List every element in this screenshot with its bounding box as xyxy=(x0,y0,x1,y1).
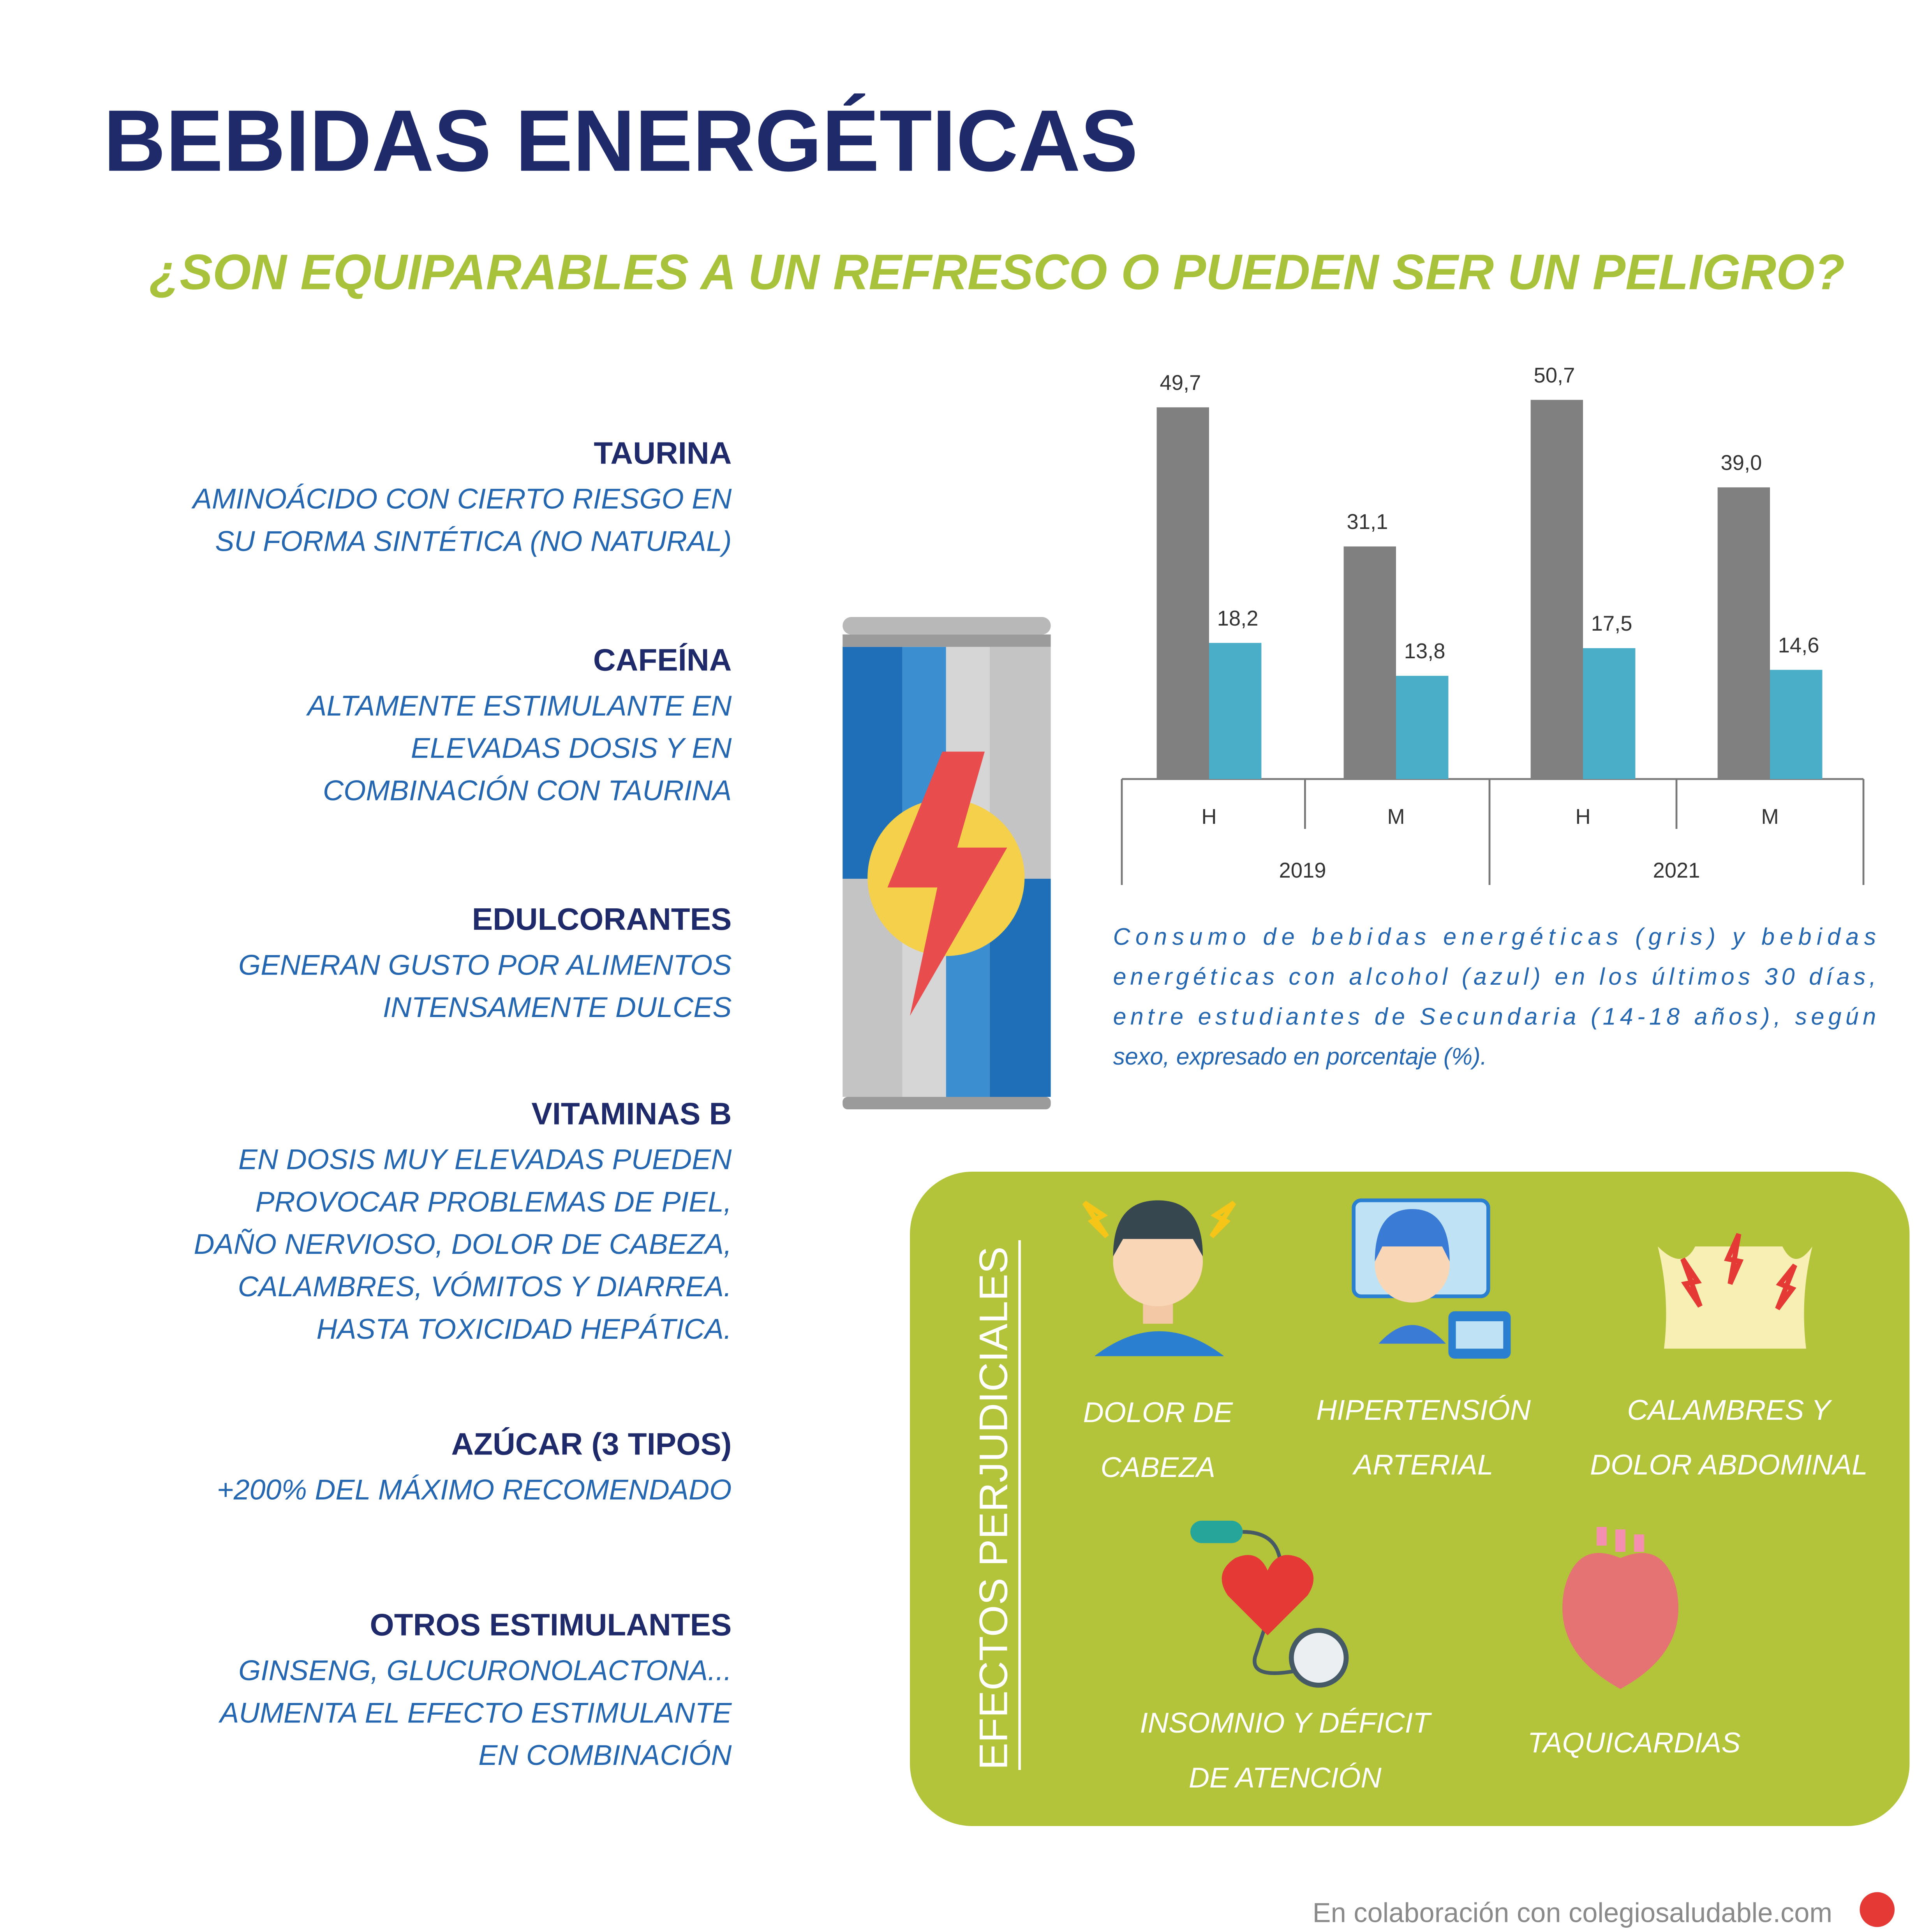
effect-label: ARTERIAL xyxy=(1352,1449,1493,1481)
hypertension-icon xyxy=(1352,1198,1511,1359)
ingredient-description: PROVOCAR PROBLEMAS DE PIEL, xyxy=(256,1185,732,1218)
bar xyxy=(1530,400,1583,779)
ingredient-title: OTROS ESTIMULANTES xyxy=(370,1607,732,1642)
effect-label: TAQUICARDIAS xyxy=(1528,1726,1741,1759)
ingredient-description: GENERAN GUSTO POR ALIMENTOS xyxy=(238,948,732,981)
ingredient-description: ELEVADAS DOSIS Y EN xyxy=(411,732,732,764)
effect-label: DOLOR DE xyxy=(1083,1396,1233,1428)
value-label: 13,8 xyxy=(1404,639,1445,663)
ingredient-description: CALAMBRES, VÓMITOS Y DIARREA. xyxy=(238,1270,732,1303)
ingredient-description: ALTAMENTE ESTIMULANTE EN xyxy=(306,689,732,722)
ingredient-list: TAURINA AMINOÁCIDO CON CIERTO RIESGO EN SU… xyxy=(191,435,732,1771)
value-label: 17,5 xyxy=(1591,612,1632,635)
bar xyxy=(1396,676,1449,779)
effect-label: CABEZA xyxy=(1101,1451,1215,1483)
effect-label: DOLOR ABDOMINAL xyxy=(1590,1449,1868,1481)
group-label: 2019 xyxy=(1279,858,1326,882)
abdominal-icon xyxy=(1658,1233,1812,1349)
caption-line: energéticas con alcohol (azul) en los úl… xyxy=(1113,963,1876,990)
value-label: 39,0 xyxy=(1720,451,1762,474)
caption-line: sexo, expresado en porcentaje (%). xyxy=(1113,1043,1487,1070)
effect-label: HIPERTENSIÓN xyxy=(1316,1394,1531,1426)
ingredient-description: EN COMBINACIÓN xyxy=(478,1739,732,1771)
effect-label: CALAMBRES Y xyxy=(1627,1394,1832,1426)
value-label: 18,2 xyxy=(1217,606,1259,630)
heart-icon xyxy=(1562,1527,1678,1689)
effect-label: DE ATENCIÓN xyxy=(1189,1761,1382,1794)
bar xyxy=(1209,643,1262,779)
x-tick-label: M xyxy=(1761,805,1779,829)
ingredient-description: EN DOSIS MUY ELEVADAS PUEDEN xyxy=(238,1143,732,1176)
footer-logo xyxy=(1860,1892,1895,1927)
value-label: 31,1 xyxy=(1347,510,1388,534)
value-label: 14,6 xyxy=(1778,633,1819,657)
effect-label: INSOMNIO Y DÉFICIT xyxy=(1140,1706,1432,1739)
bar xyxy=(1343,546,1396,779)
bar xyxy=(1583,648,1636,779)
value-label: 50,7 xyxy=(1534,363,1575,387)
headache-icon xyxy=(1082,1200,1236,1356)
ingredient-description: DAÑO NERVIOSO, DOLOR DE CABEZA, xyxy=(194,1228,732,1260)
footer: En colaboración con colegiosaludable.com xyxy=(1313,1897,1832,1928)
effects-labels: DOLOR DE CABEZA HIPERTENSIÓN ARTERIAL CALAMB… xyxy=(1083,1394,1868,1794)
bar xyxy=(1156,407,1209,779)
ingredient-description: +200% DEL MÁXIMO RECOMENDADO xyxy=(217,1474,732,1506)
ingredient-description: COMBINACIÓN CON TAURINA xyxy=(323,774,732,806)
ingredient-description: GINSENG, GLUCURONOLACTONA... xyxy=(238,1654,732,1687)
ingredient-title: CAFEÍNA xyxy=(593,643,732,677)
ingredient-description: INTENSAMENTE DULCES xyxy=(383,991,732,1023)
blood-pressure-icon xyxy=(1190,1521,1349,1688)
effects-title: EFECTOS PERJUDICIALES xyxy=(971,1246,1016,1770)
x-tick-label: H xyxy=(1575,805,1590,829)
ingredient-description: SU FORMA SINTÉTICA (NO NATURAL) xyxy=(215,525,732,557)
ingredient-title: VITAMINAS B xyxy=(531,1096,732,1131)
ingredient-description: AMINOÁCIDO CON CIERTO RIESGO EN xyxy=(191,483,732,515)
x-tick-label: H xyxy=(1201,805,1216,829)
ingredient-title: EDULCORANTES xyxy=(472,902,732,936)
ingredient-description: HASTA TOXICIDAD HEPÁTICA. xyxy=(316,1313,732,1345)
x-tick-label: M xyxy=(1387,805,1405,829)
ingredient-description: AUMENTA EL EFECTO ESTIMULANTE xyxy=(218,1696,732,1729)
subtitle: ¿SON EQUIPARABLES A UN REFRESCO O PUEDEN… xyxy=(150,244,1845,300)
bar-chart: H 49,7 18,2 M 31,1 13,8 H 50,7 17,5 M 39,0 14,6 2019… xyxy=(1156,363,1823,882)
value-label: 49,7 xyxy=(1160,371,1201,395)
bar xyxy=(1770,670,1823,779)
title: BEBIDAS ENERGÉTICAS xyxy=(104,92,1138,189)
can-illustration xyxy=(843,617,1051,1109)
group-label: 2021 xyxy=(1653,858,1700,882)
bar xyxy=(1717,487,1770,779)
ingredient-title: AZÚCAR (3 TIPOS) xyxy=(451,1426,732,1461)
ingredient-title: TAURINA xyxy=(594,435,732,470)
